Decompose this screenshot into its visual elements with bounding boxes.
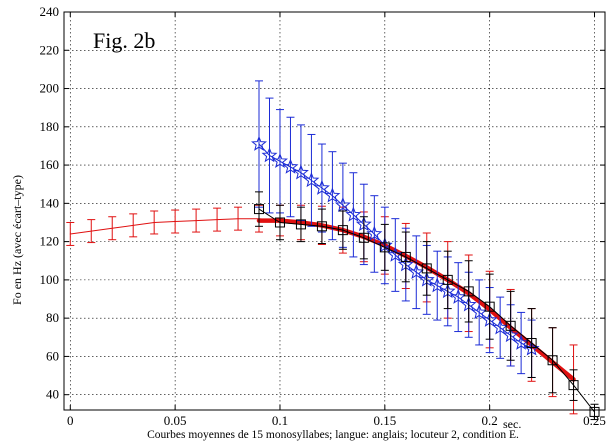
y-tick-label: 220 xyxy=(40,42,60,57)
y-tick-label: 80 xyxy=(46,310,59,325)
x-tick-label: 0.05 xyxy=(164,413,187,428)
y-tick-label: 140 xyxy=(40,195,60,210)
chart-title: Fig. 2b xyxy=(93,28,155,53)
x-tick-label: 0 xyxy=(67,413,74,428)
y-tick-label: 40 xyxy=(46,387,59,402)
x-tick-label: 0.2 xyxy=(482,413,498,428)
y-tick-label: 160 xyxy=(40,157,60,172)
y-tick-label: 200 xyxy=(40,81,60,96)
x-tick-label: 0.15 xyxy=(373,413,396,428)
x-tick-label: 0.25 xyxy=(583,413,606,428)
y-tick-label: 240 xyxy=(40,4,60,19)
y-axis-label: Fo en Hz (avec écart–type) xyxy=(10,175,24,305)
x-axis-caption: Courbes moyennes de 15 monosyllabes; lan… xyxy=(147,429,519,441)
y-tick-label: 120 xyxy=(40,234,60,249)
y-tick-label: 60 xyxy=(46,348,59,363)
y-tick-label: 100 xyxy=(40,272,60,287)
y-tick-label: 180 xyxy=(40,119,60,134)
x-tick-label: 0.1 xyxy=(272,413,288,428)
